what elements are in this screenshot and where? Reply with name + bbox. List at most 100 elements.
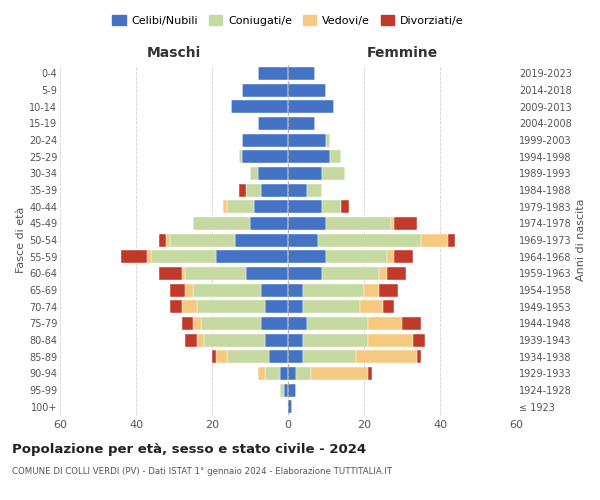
Bar [235,234,288,246]
Bar [391,217,394,230]
Y-axis label: Fasce di età: Fasce di età [16,207,26,273]
Bar [269,350,288,363]
Bar [227,350,269,363]
Bar [288,217,326,230]
Bar [265,367,280,380]
Bar [303,300,360,313]
Bar [288,100,334,113]
Bar [265,300,288,313]
Bar [193,217,250,230]
Bar [413,334,425,346]
Bar [257,367,265,380]
Text: COMUNE DI COLLI VERDI (PV) - Dati ISTAT 1° gennaio 2024 - Elaborazione TUTTITALI: COMUNE DI COLLI VERDI (PV) - Dati ISTAT … [12,468,392,476]
Bar [326,134,330,146]
Bar [368,317,402,330]
Bar [288,384,296,396]
Bar [239,184,246,196]
Bar [182,300,197,313]
Bar [364,284,379,296]
Bar [257,117,288,130]
Bar [303,334,368,346]
Bar [421,234,448,246]
Bar [360,300,383,313]
Bar [197,334,205,346]
Text: Femmine: Femmine [367,46,437,60]
Bar [166,234,170,246]
Bar [193,284,262,296]
Bar [200,317,262,330]
Bar [379,267,387,280]
Bar [311,367,368,380]
Bar [322,200,341,213]
Bar [326,217,391,230]
Bar [387,267,406,280]
Bar [417,350,421,363]
Bar [182,317,193,330]
Bar [280,367,288,380]
Bar [246,267,288,280]
Bar [197,300,265,313]
Bar [227,200,254,213]
Bar [280,384,284,396]
Bar [185,334,197,346]
Bar [216,250,288,263]
Bar [193,317,200,330]
Bar [330,150,341,163]
Bar [231,100,288,113]
Text: Popolazione per età, sesso e stato civile - 2024: Popolazione per età, sesso e stato civil… [12,442,366,456]
Bar [121,250,148,263]
Bar [185,284,193,296]
Bar [223,200,227,213]
Bar [246,184,262,196]
Bar [288,267,322,280]
Bar [250,167,257,180]
Bar [288,167,322,180]
Bar [159,234,166,246]
Y-axis label: Anni di nascita: Anni di nascita [576,198,586,281]
Bar [151,250,216,263]
Bar [288,334,303,346]
Bar [288,400,292,413]
Bar [379,284,398,296]
Bar [448,234,455,246]
Bar [307,184,322,196]
Bar [387,250,394,263]
Bar [402,317,421,330]
Bar [182,267,185,280]
Bar [159,267,182,280]
Bar [170,284,185,296]
Bar [288,184,307,196]
Bar [257,167,288,180]
Bar [383,300,394,313]
Bar [170,234,235,246]
Bar [257,67,288,80]
Bar [394,217,417,230]
Bar [288,300,303,313]
Bar [296,367,311,380]
Bar [239,150,242,163]
Bar [288,250,326,263]
Bar [242,134,288,146]
Bar [242,84,288,96]
Bar [368,367,371,380]
Bar [265,334,288,346]
Bar [288,234,319,246]
Bar [242,150,288,163]
Bar [288,284,303,296]
Bar [288,67,314,80]
Bar [368,334,413,346]
Bar [288,350,303,363]
Bar [262,184,288,196]
Bar [319,234,421,246]
Bar [303,350,356,363]
Bar [185,267,246,280]
Text: Maschi: Maschi [147,46,201,60]
Bar [262,284,288,296]
Bar [322,167,345,180]
Bar [394,250,413,263]
Bar [205,334,265,346]
Bar [170,300,182,313]
Bar [322,267,379,280]
Bar [284,384,288,396]
Bar [216,350,227,363]
